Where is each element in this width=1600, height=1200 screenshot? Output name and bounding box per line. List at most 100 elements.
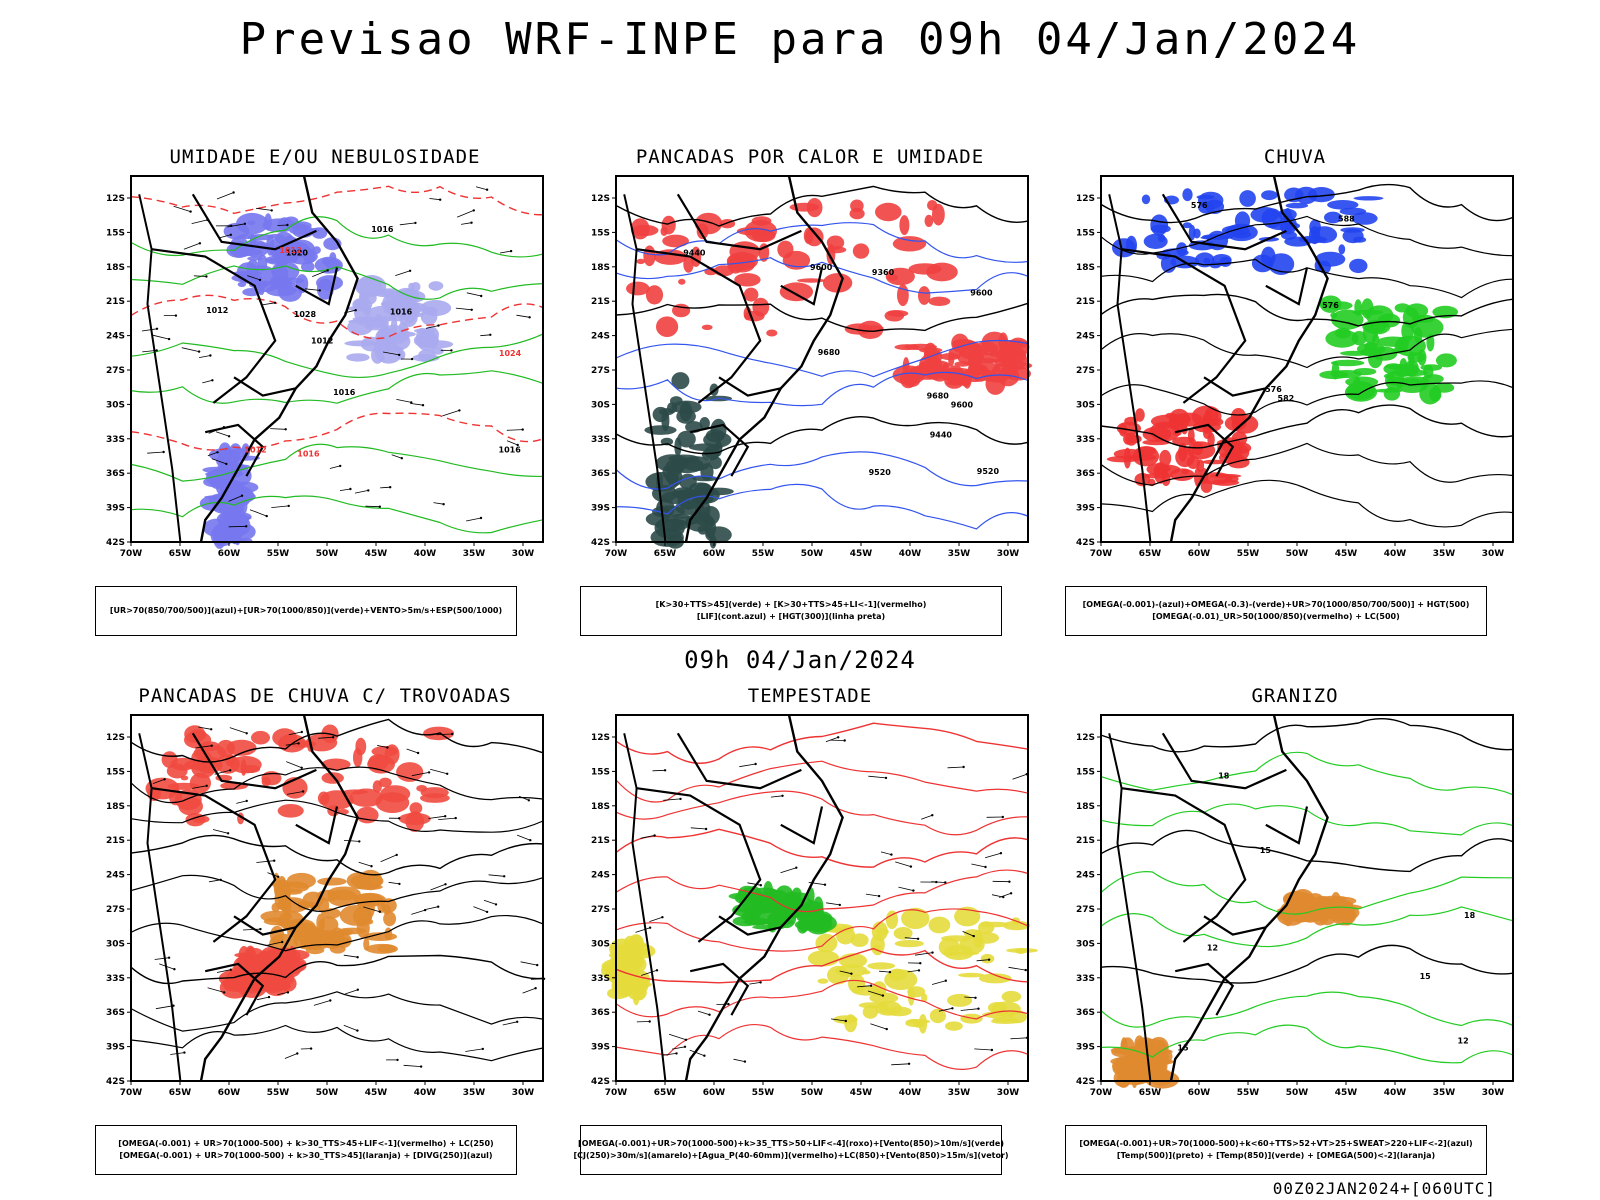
wind-arrowhead bbox=[727, 1002, 730, 1006]
wind-arrowhead bbox=[489, 333, 492, 336]
contour bbox=[615, 371, 1029, 407]
wind-arrow bbox=[242, 928, 261, 931]
wind-arrow bbox=[825, 736, 839, 743]
lat-label: 39S bbox=[591, 504, 610, 514]
lon-label: 45W bbox=[365, 1088, 388, 1098]
map-frame bbox=[1100, 175, 1514, 543]
political-borders bbox=[623, 175, 844, 543]
lon-label: 50W bbox=[316, 1088, 339, 1098]
shaded-area bbox=[797, 915, 816, 922]
shaded-area bbox=[1231, 414, 1259, 434]
panel-humidity: UMIDADE E/OU NEBULOSIDADE 1016 1012 1012 10… bbox=[95, 146, 555, 636]
contour bbox=[1100, 991, 1514, 1028]
wind-arrowhead bbox=[516, 443, 519, 447]
lon-label: 40W bbox=[414, 549, 437, 559]
wind-arrowhead bbox=[396, 1058, 399, 1062]
wind-arrow bbox=[256, 207, 272, 211]
wind-arrowhead bbox=[536, 963, 539, 967]
legend-line: [OMEGA(-0.01)_UR>50(1000/850)(vermelho) … bbox=[1152, 612, 1400, 621]
wind-arrowhead bbox=[917, 969, 921, 972]
wind-arrowhead bbox=[759, 981, 762, 984]
wind-arrowhead bbox=[183, 1051, 186, 1054]
shaded-area bbox=[1106, 456, 1139, 463]
wind-arrowhead bbox=[419, 1065, 423, 1068]
contour bbox=[615, 339, 1029, 378]
lat-label: 18S bbox=[591, 263, 610, 273]
wind-arrow bbox=[395, 270, 411, 276]
shaded-area bbox=[420, 787, 449, 799]
border-line bbox=[676, 193, 802, 251]
shaded-area bbox=[672, 489, 704, 500]
border-line bbox=[233, 915, 297, 936]
shaded-area bbox=[644, 425, 677, 435]
shaded-area bbox=[1338, 244, 1346, 255]
wind-arrow bbox=[697, 1010, 710, 1016]
shaded-area bbox=[826, 235, 845, 250]
shaded-area bbox=[672, 513, 690, 519]
shaded-area bbox=[945, 1021, 963, 1031]
wind-arrowhead bbox=[339, 464, 342, 468]
shaded-area bbox=[381, 898, 397, 913]
wind-arrowhead bbox=[205, 784, 208, 787]
wind-arrow bbox=[867, 990, 884, 996]
shaded-area bbox=[418, 349, 436, 363]
contour bbox=[615, 415, 1029, 455]
wind-arrowhead bbox=[884, 776, 888, 780]
wind-arrowhead bbox=[907, 1062, 911, 1065]
shaded-area bbox=[886, 1006, 912, 1017]
shaded-area bbox=[1239, 190, 1256, 207]
contour-label: 576 bbox=[1322, 301, 1339, 310]
lon-label: 30W bbox=[1482, 1088, 1505, 1098]
lat-label: 24S bbox=[591, 332, 610, 342]
border-line bbox=[1265, 806, 1309, 845]
wind-arrowhead bbox=[437, 905, 440, 908]
shaded-area bbox=[1153, 1061, 1162, 1073]
shaded-area bbox=[384, 744, 400, 765]
shaded-area bbox=[396, 349, 406, 360]
wind-arrow bbox=[488, 874, 505, 877]
shaded-area bbox=[1186, 456, 1200, 469]
wind-arrowhead bbox=[655, 969, 659, 972]
shaded-area bbox=[813, 896, 824, 917]
lat-label: 39S bbox=[106, 1043, 125, 1053]
contour bbox=[1100, 751, 1514, 796]
wind-arrowhead bbox=[216, 451, 219, 454]
shaded-area bbox=[251, 730, 270, 745]
border-line bbox=[780, 267, 824, 306]
shaded-area bbox=[247, 220, 256, 225]
map-humidity: 1016 1012 1012 1012 1016 1016 1020 1024 1028 1016… bbox=[106, 175, 544, 559]
shaded-area bbox=[1135, 408, 1145, 422]
wind-arrow bbox=[411, 772, 430, 777]
panel-legend: [OMEGA(-0.001) + UR>70(1000-500) + k>30_… bbox=[95, 1125, 517, 1175]
wind-arrowhead bbox=[211, 379, 214, 382]
border-line bbox=[295, 806, 339, 845]
shaded-area bbox=[264, 213, 272, 231]
wind-arrowhead bbox=[386, 746, 389, 749]
wind-arrow bbox=[839, 970, 852, 975]
lat-label: 27S bbox=[1076, 366, 1095, 376]
contour-label: 1012 bbox=[244, 445, 266, 454]
coastline-pacific bbox=[623, 194, 667, 543]
contour-label: 9680 bbox=[927, 392, 950, 401]
legend-line: [UR>70(850/700/500)](azul)+[UR>70(1000/8… bbox=[109, 606, 503, 615]
shaded-area bbox=[791, 887, 802, 901]
lon-label: 50W bbox=[1286, 549, 1309, 559]
wind-arrowhead bbox=[962, 765, 965, 769]
wind-arrowhead bbox=[198, 242, 202, 245]
shaded-area bbox=[797, 278, 826, 283]
lat-label: 36S bbox=[106, 469, 125, 479]
lat-label: 27S bbox=[591, 366, 610, 376]
panel-thunderstorm-showers: PANCADAS DE CHUVA C/ TROVOADAS 12S 15S 18S… bbox=[95, 685, 555, 1175]
contour-label: 576 bbox=[1265, 385, 1282, 394]
shaded-area bbox=[777, 240, 794, 259]
shaded-area bbox=[763, 881, 774, 901]
shaded-area bbox=[875, 202, 902, 222]
wind-arrowhead bbox=[951, 1007, 954, 1010]
wind-arrow bbox=[483, 899, 497, 905]
shaded-area bbox=[947, 993, 973, 1007]
lon-label: 30W bbox=[512, 549, 535, 559]
shaded-area bbox=[662, 234, 689, 248]
shaded-area bbox=[932, 203, 945, 226]
wind-arrowhead bbox=[318, 289, 321, 292]
shaded-area bbox=[614, 953, 644, 969]
